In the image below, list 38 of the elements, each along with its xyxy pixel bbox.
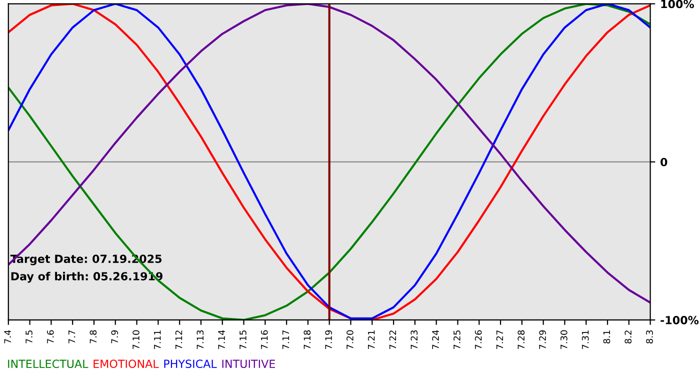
x-tick-label: 7.31 [582, 330, 589, 350]
x-tick-label: 7.12 [175, 330, 182, 350]
x-tick-label: 7.17 [282, 330, 290, 350]
x-tick-label: 7.23 [410, 330, 418, 350]
text: INTELLECTUAL [8, 360, 88, 368]
x-tick-label: 7.26 [474, 330, 482, 350]
x-tick-label: 7.15 [240, 330, 246, 350]
x-tick-label: 7.24 [432, 330, 439, 350]
x-tick-label: 7.25 [454, 330, 460, 350]
x-tick-label: 7.16 [260, 330, 268, 350]
y-tick-label: 0 [660, 158, 668, 166]
y-tick-label: -100% [660, 316, 699, 324]
x-tick-label: 7.14 [218, 330, 225, 350]
x-tick-label: 7.7 [68, 330, 76, 344]
x-tick-label: 7.30 [560, 330, 568, 350]
x-tick-label: 8.3 [646, 330, 653, 344]
x-tick-label: 7.19 [325, 330, 332, 350]
x-tick-label: 7.4 [4, 330, 11, 344]
x-tick-label: 7.22 [389, 330, 396, 350]
y-tick-label: 100% [661, 0, 694, 8]
x-tick-label: 7.10 [132, 330, 140, 350]
x-tick-label: 7.28 [518, 330, 525, 350]
x-tick-label: 7.13 [196, 330, 204, 350]
x-tick-label: 7.9 [111, 330, 118, 344]
x-tick-label: 7.27 [496, 330, 504, 350]
x-tick-label: 7.20 [346, 330, 354, 350]
x-tick-label: 8.2 [624, 330, 632, 344]
text: EMOTIONAL [94, 360, 159, 368]
x-tick-label: 7.18 [304, 330, 311, 350]
x-tick-label: 7.29 [539, 330, 546, 350]
x-tick-label: 7.5 [26, 330, 32, 344]
x-tick-label: 7.8 [90, 330, 97, 344]
x-tick-label: 8.1 [603, 330, 610, 344]
x-tick-label: 7.21 [368, 330, 375, 350]
x-tick-label: 7.11 [154, 330, 161, 350]
x-tick-label: 7.6 [46, 330, 54, 344]
text: PHYSICAL [164, 360, 217, 368]
text: INTUITIVE [222, 360, 275, 368]
